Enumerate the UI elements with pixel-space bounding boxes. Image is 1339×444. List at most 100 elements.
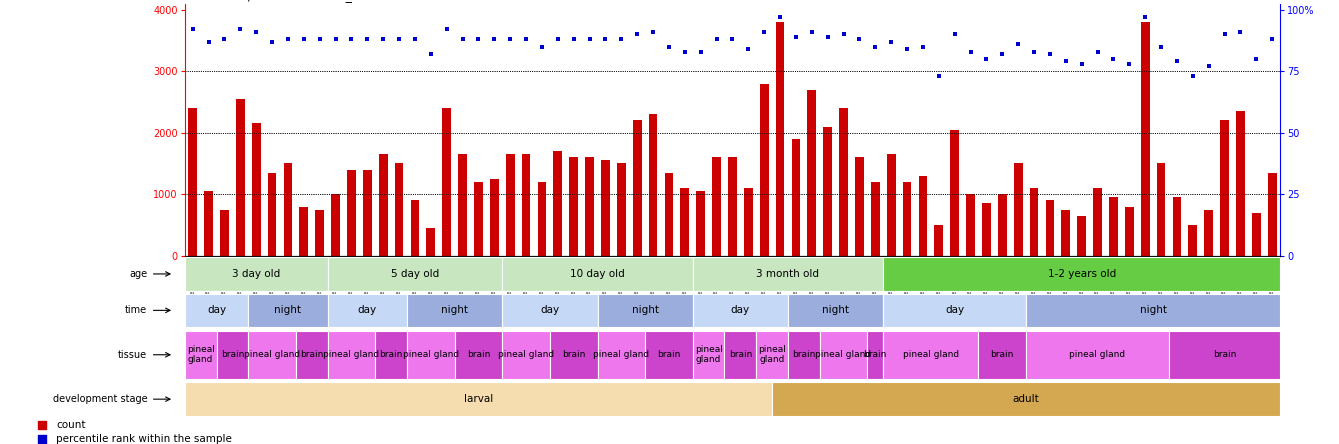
Point — [865, 43, 886, 50]
Bar — [1157, 163, 1165, 256]
Text: brain: brain — [728, 350, 753, 359]
Point — [960, 48, 981, 55]
Point — [1198, 63, 1220, 70]
Text: tissue: tissue — [118, 350, 147, 360]
Bar — [490, 179, 498, 256]
Bar — [1078, 216, 1086, 256]
Bar — [248, 331, 296, 379]
Point — [607, 379, 628, 386]
Bar — [807, 90, 817, 256]
Text: time: time — [125, 305, 147, 315]
Point — [1150, 43, 1172, 50]
Bar — [1173, 197, 1181, 256]
Bar — [967, 194, 975, 256]
Bar — [728, 157, 736, 256]
Point — [325, 36, 347, 43]
Bar — [1169, 331, 1280, 379]
Text: brain: brain — [657, 350, 680, 359]
Bar — [569, 157, 578, 256]
Point — [516, 36, 537, 43]
Text: adult: adult — [1012, 394, 1039, 404]
Bar — [724, 331, 757, 379]
Point — [1071, 60, 1093, 67]
Bar — [823, 127, 832, 256]
Bar — [884, 331, 979, 379]
Bar — [455, 331, 502, 379]
Bar — [189, 108, 197, 256]
Bar — [648, 114, 657, 256]
Bar — [550, 331, 597, 379]
Point — [198, 38, 220, 45]
Point — [182, 26, 204, 33]
Bar — [296, 331, 328, 379]
Bar — [1109, 197, 1118, 256]
Point — [1229, 28, 1251, 36]
Text: GDS3824 / Dr.24220.1.A1_at: GDS3824 / Dr.24220.1.A1_at — [185, 0, 364, 2]
Bar — [268, 173, 276, 256]
Bar — [426, 228, 435, 256]
Bar — [236, 99, 245, 256]
Point — [1039, 51, 1060, 58]
Text: age: age — [129, 269, 147, 279]
Bar — [1026, 331, 1169, 379]
Point — [928, 72, 949, 79]
Point — [372, 36, 394, 43]
Bar — [1268, 173, 1276, 256]
Point — [451, 36, 473, 43]
Bar — [328, 293, 407, 327]
Bar — [617, 163, 625, 256]
Text: day: day — [945, 305, 964, 315]
Text: pineal gland: pineal gland — [324, 350, 379, 359]
Bar — [998, 194, 1007, 256]
Bar — [868, 331, 884, 379]
Point — [1118, 60, 1139, 67]
Point — [293, 36, 315, 43]
Bar — [1141, 22, 1149, 256]
Text: brain: brain — [1213, 350, 1236, 359]
Text: night: night — [441, 305, 469, 315]
Bar — [407, 293, 502, 327]
Bar — [248, 293, 328, 327]
Text: day: day — [208, 305, 226, 315]
Bar — [884, 257, 1280, 291]
Bar — [331, 194, 340, 256]
Point — [976, 56, 998, 63]
Bar — [870, 182, 880, 256]
Bar — [1189, 225, 1197, 256]
Text: pineal
gland: pineal gland — [186, 345, 214, 365]
Text: pineal gland: pineal gland — [244, 350, 300, 359]
Text: brain: brain — [379, 350, 403, 359]
Text: development stage: development stage — [52, 394, 147, 404]
Point — [404, 36, 426, 43]
Text: larval: larval — [463, 394, 493, 404]
Point — [214, 36, 236, 43]
Bar — [692, 331, 724, 379]
Bar — [347, 170, 356, 256]
Point — [245, 28, 266, 36]
Point — [499, 36, 521, 43]
Point — [659, 43, 680, 50]
Bar — [1252, 213, 1260, 256]
Bar — [506, 154, 514, 256]
Bar — [696, 191, 706, 256]
Text: night: night — [1139, 305, 1166, 315]
Point — [611, 36, 632, 43]
Bar — [220, 210, 229, 256]
Point — [309, 36, 331, 43]
Bar — [316, 210, 324, 256]
Bar — [597, 331, 645, 379]
Bar — [1062, 210, 1070, 256]
Point — [817, 33, 838, 40]
Bar — [759, 83, 769, 256]
Text: 5 day old: 5 day old — [391, 269, 439, 279]
Bar — [757, 331, 787, 379]
Bar — [185, 293, 248, 327]
Point — [754, 28, 775, 36]
Point — [912, 43, 933, 50]
Bar — [502, 331, 550, 379]
Point — [277, 36, 299, 43]
Bar — [1046, 200, 1054, 256]
Point — [1261, 36, 1283, 43]
Text: brain: brain — [562, 350, 585, 359]
Text: pineal gland: pineal gland — [815, 350, 872, 359]
